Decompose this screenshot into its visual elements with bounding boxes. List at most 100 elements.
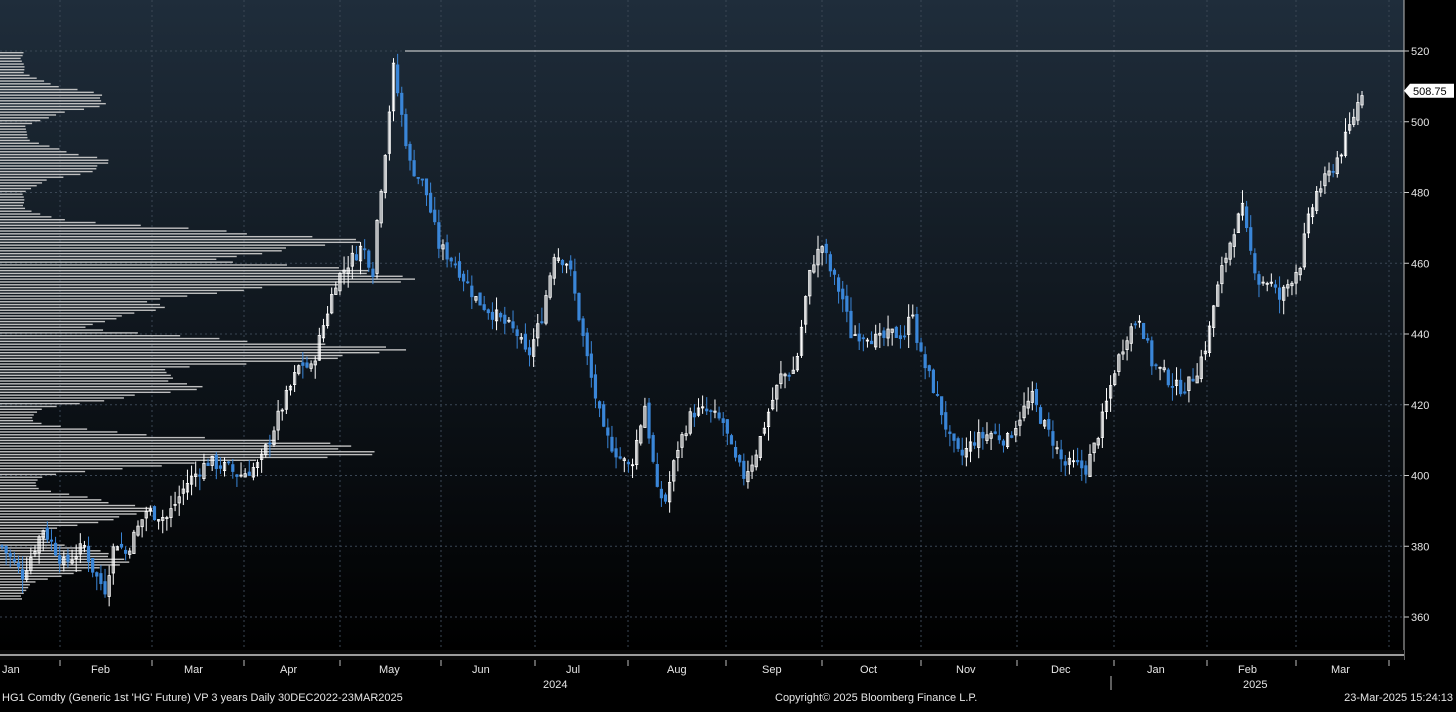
candle-body <box>655 464 659 487</box>
candle-body <box>313 360 317 366</box>
candle-body <box>49 539 54 542</box>
candle-body <box>911 314 915 317</box>
candle-body <box>45 527 49 540</box>
volume-profile-bar <box>0 250 282 252</box>
candle-body <box>733 446 738 458</box>
candle-body <box>519 337 523 340</box>
candle-body <box>540 321 544 324</box>
candle-body <box>527 347 532 356</box>
volume-profile-bar <box>0 97 101 99</box>
candle-body <box>157 519 161 522</box>
volume-profile-bar <box>0 91 94 94</box>
candle-body <box>1294 271 1298 284</box>
y-tick-label: 460 <box>1411 258 1429 270</box>
volume-profile-bar <box>0 470 86 473</box>
volume-profile-bar <box>0 139 30 142</box>
volume-profile-bar <box>0 323 93 326</box>
volume-profile-bar <box>0 320 105 323</box>
candle-body <box>1129 326 1133 344</box>
candle-body <box>1187 376 1191 391</box>
candle-body <box>247 471 251 476</box>
candle-body <box>317 335 321 361</box>
volume-profile-bar <box>0 281 401 283</box>
candle-body <box>4 545 8 554</box>
candle-body <box>1224 257 1228 263</box>
volume-profile-bar <box>0 448 339 450</box>
candle-body <box>688 411 692 434</box>
candle-body <box>738 455 742 463</box>
candle-body <box>1047 419 1051 430</box>
candle-body <box>1141 322 1146 340</box>
candle-body <box>404 114 408 147</box>
y-tick-label: 380 <box>1411 541 1429 553</box>
candle-body <box>713 410 717 413</box>
volume-profile-bar <box>0 394 135 396</box>
candle-body <box>659 488 663 499</box>
candle-body <box>78 543 82 555</box>
candle-body <box>218 465 223 469</box>
last-price-tag <box>1404 83 1454 98</box>
volume-profile-bar <box>0 247 286 249</box>
volume-profile-bar <box>0 569 82 572</box>
volume-profile-bar <box>0 504 136 507</box>
candle-body <box>1261 281 1265 284</box>
volume-profile-bar <box>0 501 109 504</box>
y-tick-label: 400 <box>1411 471 1429 483</box>
candle-body <box>424 178 429 196</box>
candle-body <box>1195 375 1199 384</box>
candle-body <box>705 408 709 412</box>
volume-profile-bar <box>0 218 65 221</box>
candle-body <box>989 432 993 439</box>
candle-body <box>1010 435 1014 438</box>
candle-body <box>354 254 359 261</box>
volume-profile-bar <box>0 252 263 255</box>
candle-body <box>400 92 404 115</box>
volume-profile-bar <box>0 575 62 577</box>
volume-profile-bar <box>0 428 88 430</box>
volume-profile-bar <box>0 94 103 96</box>
volume-profile-bar <box>0 572 74 575</box>
volume-profile-bar <box>0 199 25 201</box>
candle-body <box>1022 405 1026 419</box>
volume-profile-bar <box>0 54 23 57</box>
x-year-label: 2025 <box>1243 679 1267 691</box>
candle-body <box>1290 282 1294 287</box>
candle-body <box>511 321 515 329</box>
candle-body <box>268 442 272 445</box>
candle-body <box>86 545 91 563</box>
candle-body <box>754 454 758 468</box>
volume-profile-bar <box>0 516 120 518</box>
volume-profile-bar <box>0 550 101 552</box>
candle-body <box>1158 366 1162 369</box>
candle-body <box>692 412 696 418</box>
volume-profile-bar <box>0 468 123 470</box>
volume-profile-bar <box>0 360 303 362</box>
volume-profile-bar <box>0 561 130 563</box>
volume-profile-bar <box>0 527 58 529</box>
candle-body <box>1356 102 1360 121</box>
candle-body <box>1302 233 1306 268</box>
volume-profile-bar <box>0 442 331 444</box>
candle-body <box>808 269 812 297</box>
candle-body <box>272 430 276 445</box>
volume-profile-bar <box>0 357 338 360</box>
candle-body <box>565 263 569 266</box>
candle-body <box>956 438 960 449</box>
volume-profile-bar <box>0 272 367 275</box>
candle-body <box>1335 157 1339 175</box>
volume-profile-bar <box>0 255 237 258</box>
volume-profile-bar <box>0 258 217 261</box>
candle-body <box>1331 170 1335 173</box>
candle-body <box>536 323 540 339</box>
candle-body <box>264 444 268 456</box>
candle-body <box>993 431 997 434</box>
candle-body <box>515 329 519 336</box>
volume-profile-bar <box>0 402 80 405</box>
candle-body <box>1286 284 1290 289</box>
candle-body <box>350 252 354 267</box>
candle-body <box>1071 460 1076 463</box>
candle-body <box>115 546 119 551</box>
volume-profile-bar <box>0 388 197 391</box>
volume-profile-bar <box>0 170 93 173</box>
volume-profile-bar <box>0 284 338 286</box>
